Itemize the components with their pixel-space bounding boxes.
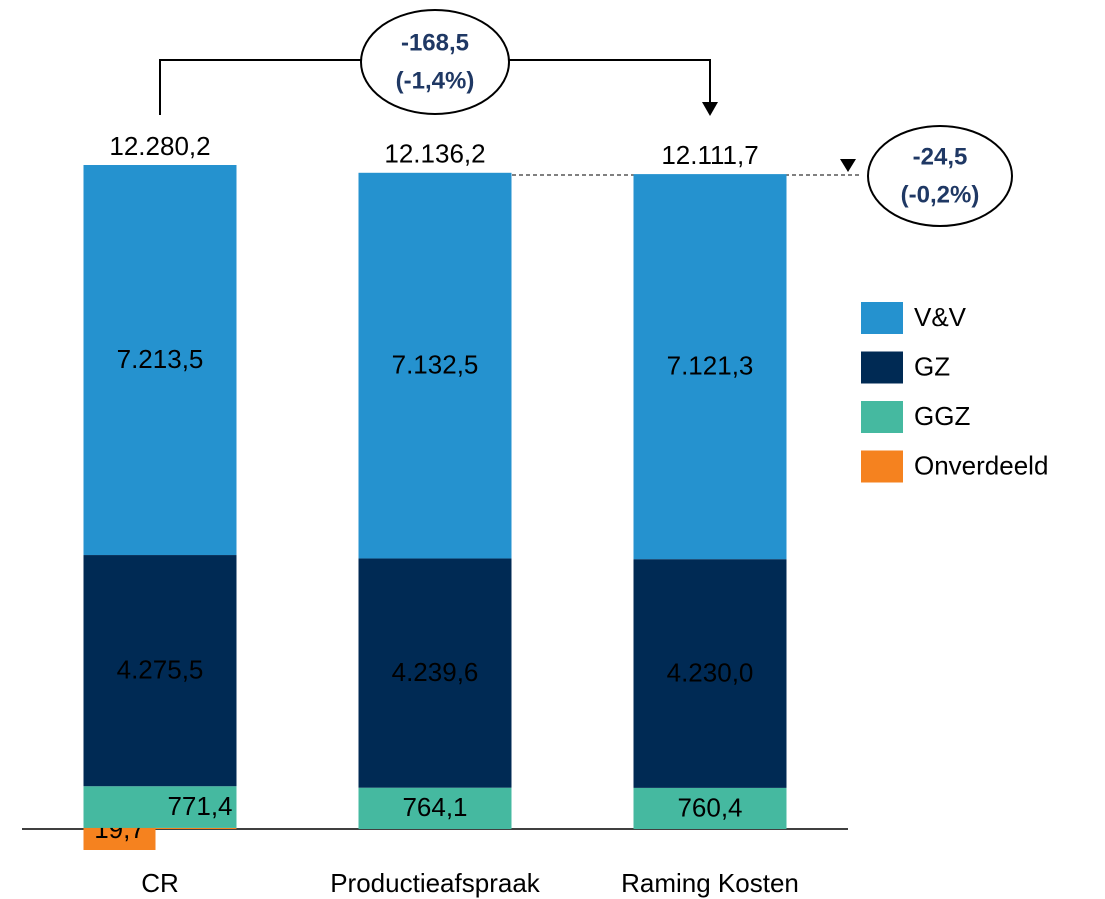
total-label: 12.111,7 [661,140,758,170]
total-label: 12.280,2 [109,131,210,161]
arrow [702,102,718,116]
value-label: 7.121,3 [667,351,754,381]
annotation: (-0,2%) [901,181,980,208]
x-tick-label: CR [141,868,179,898]
annotation: -24,5 [913,143,968,170]
value-label: 771,4 [167,791,232,821]
bar-segment [633,787,787,829]
bar-segment [358,558,512,788]
bar-segment [83,555,237,787]
value-label: 760,4 [677,792,742,822]
bar-segment [83,827,237,829]
value-label: 4.275,5 [117,655,204,685]
arrow [840,159,856,172]
value-label: 7.132,5 [392,349,479,379]
legend-swatch [861,351,903,384]
legend-swatch [861,401,903,433]
bar-segment [83,165,237,556]
annotation-ellipse [360,9,510,115]
legend-label: GZ [914,351,950,381]
total-label: 12.136,2 [384,139,485,169]
bar-segment [358,172,512,559]
x-tick-label: Productieafspraak [330,868,541,898]
legend-swatch [861,302,903,334]
value-label: 764,1 [402,792,467,822]
bar-segment [633,559,787,788]
bracket [509,59,711,103]
annotation: (-1,4%) [396,67,475,94]
legend-label: GGZ [914,401,970,431]
value-label: 4.230,0 [667,657,754,687]
value-label: 4.239,6 [392,657,479,687]
legend-label: Onverdeeld [914,450,1048,480]
bracket [159,59,361,115]
value-label: 7.213,5 [117,344,204,374]
legend-swatch [861,450,903,483]
annotation-ellipse [867,125,1013,227]
bar-segment [83,786,237,828]
bar-segment [633,174,787,560]
legend-label: V&V [914,302,967,332]
annotation: -168,5 [401,29,469,56]
bar-segment [358,787,512,829]
x-tick-label: Raming Kosten [621,868,799,898]
